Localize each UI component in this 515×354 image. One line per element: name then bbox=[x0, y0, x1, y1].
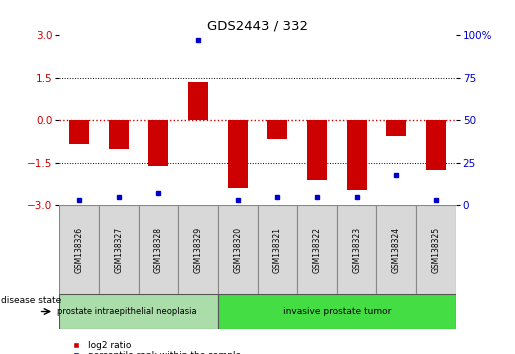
Text: GSM138321: GSM138321 bbox=[273, 227, 282, 273]
Bar bbox=[426, 120, 446, 170]
Bar bbox=[258, 205, 297, 294]
Bar bbox=[148, 120, 168, 166]
Text: GSM138329: GSM138329 bbox=[194, 227, 202, 273]
Text: GSM138324: GSM138324 bbox=[392, 227, 401, 273]
Bar bbox=[376, 205, 416, 294]
Text: GSM138320: GSM138320 bbox=[233, 227, 242, 273]
Bar bbox=[297, 205, 337, 294]
Bar bbox=[307, 120, 327, 180]
Bar bbox=[347, 120, 367, 190]
Text: GSM138327: GSM138327 bbox=[114, 227, 123, 273]
Title: GDS2443 / 332: GDS2443 / 332 bbox=[207, 20, 308, 33]
Legend: log2 ratio, percentile rank within the sample: log2 ratio, percentile rank within the s… bbox=[64, 337, 245, 354]
Text: GSM138323: GSM138323 bbox=[352, 227, 361, 273]
Text: invasive prostate tumor: invasive prostate tumor bbox=[283, 307, 391, 316]
Bar bbox=[228, 120, 248, 188]
Bar bbox=[59, 294, 218, 329]
Bar bbox=[337, 205, 376, 294]
Text: disease state: disease state bbox=[1, 296, 61, 306]
Text: GSM138326: GSM138326 bbox=[75, 227, 83, 273]
Text: GSM138325: GSM138325 bbox=[432, 227, 440, 273]
Text: prostate intraepithelial neoplasia: prostate intraepithelial neoplasia bbox=[57, 307, 196, 316]
Bar bbox=[188, 82, 208, 120]
Bar bbox=[178, 205, 218, 294]
Bar bbox=[218, 294, 456, 329]
Bar bbox=[109, 120, 129, 149]
Text: GSM138322: GSM138322 bbox=[313, 227, 321, 273]
Bar bbox=[99, 205, 139, 294]
Bar bbox=[139, 205, 178, 294]
Bar bbox=[69, 120, 89, 144]
Text: GSM138328: GSM138328 bbox=[154, 227, 163, 273]
Bar bbox=[267, 120, 287, 139]
Bar bbox=[386, 120, 406, 136]
Bar bbox=[218, 205, 258, 294]
Bar bbox=[59, 205, 99, 294]
Bar bbox=[416, 205, 456, 294]
